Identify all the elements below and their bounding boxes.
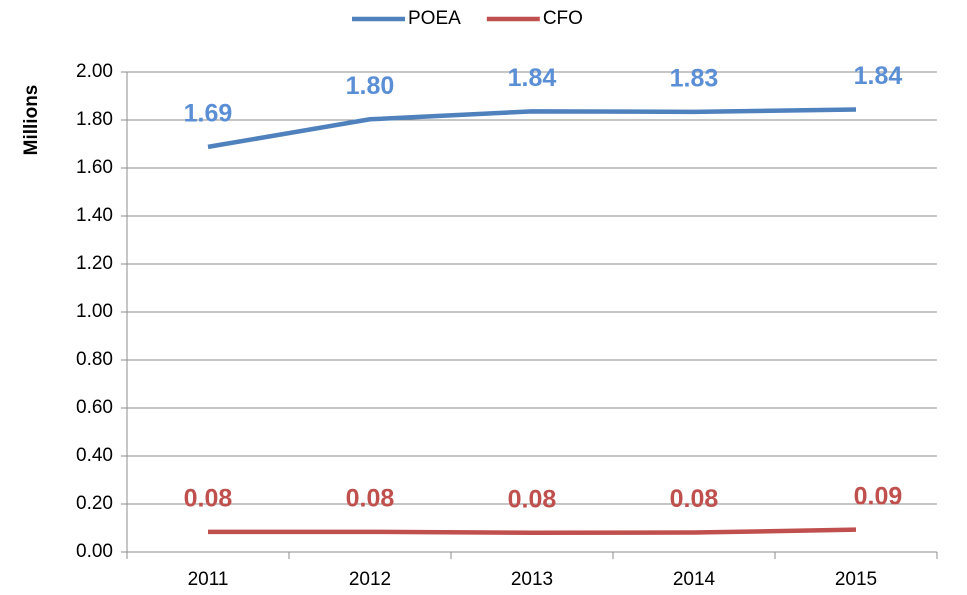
data-label: 1.69 (184, 99, 233, 127)
data-label: 1.80 (346, 72, 395, 100)
x-tick-label: 2012 (349, 569, 391, 590)
y-tick-label: 1.00 (76, 301, 113, 322)
data-label: 1.84 (508, 64, 557, 92)
x-tick-label: 2011 (188, 569, 229, 590)
data-label: 0.08 (184, 484, 233, 512)
x-tick-label: 2013 (511, 569, 553, 590)
y-tick-label: 1.60 (76, 157, 113, 178)
y-tick-label: 0.00 (76, 541, 113, 562)
y-tick-label: 0.20 (76, 493, 113, 514)
y-tick-label: 1.20 (76, 253, 113, 274)
data-label: 0.08 (508, 485, 557, 513)
legend-label: CFO (543, 8, 583, 29)
data-label: 1.83 (670, 64, 719, 92)
y-tick-label: 0.40 (76, 445, 113, 466)
series-line (207, 107, 857, 150)
data-label: 0.09 (854, 482, 903, 510)
x-tick-label: 2014 (673, 569, 716, 590)
y-tick-label: 2.00 (76, 61, 113, 82)
series-line (208, 527, 857, 536)
x-tick-label: 2015 (835, 569, 877, 590)
y-axis-label: Millions (21, 85, 42, 156)
data-label: 1.84 (854, 62, 903, 90)
y-tick-label: 1.40 (76, 205, 113, 226)
data-label: 0.08 (670, 485, 719, 513)
y-tick-label: 1.80 (76, 109, 113, 130)
data-label: 0.08 (346, 484, 395, 512)
y-tick-label: 0.60 (76, 397, 113, 418)
y-tick-label: 0.80 (76, 349, 113, 370)
legend-label: POEA (408, 8, 461, 29)
